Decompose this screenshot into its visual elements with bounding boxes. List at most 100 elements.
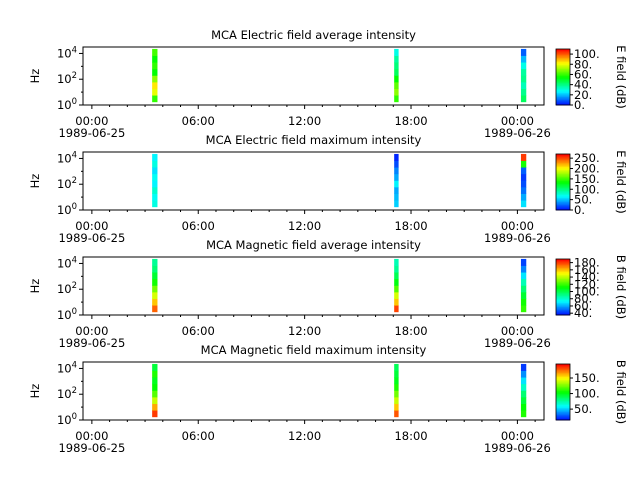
burst-3-cell	[520, 291, 527, 299]
colorbar-segment	[556, 155, 570, 158]
colorbar-segment	[556, 84, 570, 86]
panel-title: MCA Electric field average intensity	[211, 28, 416, 42]
burst-2-cell	[394, 258, 399, 266]
colorbar-segment	[556, 64, 570, 67]
colorbar-tick-label: 140.	[574, 270, 600, 284]
colorbar-segment	[556, 371, 570, 373]
colorbar-segment	[556, 176, 570, 179]
colorbar-segment	[556, 277, 570, 280]
colorbar-segment	[556, 259, 570, 261]
colorbar-label: E field (dB)	[614, 150, 628, 214]
colorbar-segment	[556, 260, 570, 263]
colorbar-segment	[556, 414, 570, 417]
colorbar-segment	[556, 86, 570, 89]
colorbar-segment	[556, 58, 570, 61]
colorbar-segment	[556, 78, 570, 81]
burst-3-cell	[520, 200, 527, 208]
burst-3-cell	[520, 285, 527, 293]
plot-frame	[82, 46, 545, 106]
colorbar-tick-label: 80.	[574, 292, 592, 306]
colorbar-segment	[556, 292, 570, 295]
colorbar-tick-label: 120.	[574, 277, 600, 291]
burst-2-cell	[394, 160, 399, 168]
colorbar-tick-label: 60.	[574, 67, 592, 81]
burst-2-cell	[394, 370, 399, 378]
burst-3-cell	[520, 167, 527, 175]
colorbar-segment	[556, 184, 570, 187]
colorbar-segment	[556, 158, 570, 161]
colorbar-segment	[556, 305, 570, 308]
colorbar-tick-label: 50.	[574, 193, 592, 207]
panel-3: MCA Magnetic field average intensity 100 1…	[28, 238, 628, 350]
colorbar-segment	[556, 289, 570, 292]
colorbar-segment	[556, 285, 570, 288]
burst-3-cell	[520, 377, 527, 385]
colorbar-segment	[556, 302, 570, 305]
x-end-date: 1989-06-26	[484, 441, 551, 455]
burst-1-cell	[152, 200, 158, 208]
burst-1-cell	[152, 48, 158, 56]
x-tick-label: 18:00	[394, 114, 427, 128]
colorbar-tick-label: 150.	[574, 172, 600, 186]
colorbar-segment	[556, 415, 570, 418]
burst-3-cell	[520, 173, 527, 181]
colorbar-segment	[556, 175, 570, 177]
colorbar-segment	[556, 71, 570, 74]
colorbar-tick-label: 40.	[574, 78, 592, 92]
colorbar-segment	[556, 189, 570, 191]
colorbar-segment	[556, 103, 570, 106]
colorbar-segment	[556, 380, 570, 383]
panel-title: MCA Electric field maximum intensity	[206, 133, 422, 147]
colorbar-segment	[556, 196, 570, 198]
colorbar-segment	[556, 368, 570, 371]
colorbar-segment	[556, 275, 570, 278]
burst-1-cell	[152, 285, 158, 293]
burst-1-cell	[152, 173, 158, 181]
burst-2-cell	[394, 55, 399, 63]
colorbar-segment	[556, 72, 570, 75]
colorbar-segment	[556, 67, 570, 70]
burst-1-cell	[152, 363, 158, 371]
colorbar-segment	[556, 373, 570, 376]
colorbar-segment	[556, 394, 570, 397]
colorbar-segment	[556, 369, 570, 372]
burst-3-cell	[520, 278, 527, 286]
plot-frame	[82, 151, 545, 211]
colorbar-segment	[556, 50, 570, 53]
colorbar-segment	[556, 392, 570, 394]
colorbar-segment	[556, 169, 570, 172]
colorbar-segment	[556, 193, 570, 196]
burst-1-cell	[152, 167, 158, 175]
colorbar-frame	[555, 363, 571, 421]
colorbar-segment	[556, 278, 570, 281]
burst-2-cell	[394, 410, 399, 418]
colorbar-tick-label: 180.	[574, 256, 600, 270]
burst-2-cell	[394, 62, 399, 70]
burst-2-cell	[394, 377, 399, 385]
burst-3-cell	[520, 258, 527, 266]
colorbar-segment	[556, 187, 570, 190]
burst-2-cell	[394, 265, 399, 273]
burst-1-cell	[152, 278, 158, 286]
colorbar-tick-label: 150.	[574, 371, 600, 385]
x-tick-label: 00:00	[501, 219, 534, 233]
colorbar-segment	[556, 310, 570, 313]
burst-2-cell	[394, 390, 399, 398]
colorbar-segment	[556, 301, 570, 303]
y-axis-label: Hz	[28, 69, 42, 84]
plot-frame	[82, 256, 545, 316]
x-tick-label: 00:00	[75, 219, 108, 233]
burst-2-cell	[394, 272, 399, 280]
burst-1-cell	[152, 193, 158, 201]
burst-1-cell	[152, 258, 158, 266]
y-tick-label: 100	[57, 307, 77, 322]
colorbar-segment	[556, 179, 570, 182]
burst-1-cell	[152, 265, 158, 273]
x-tick-label: 00:00	[75, 114, 108, 128]
burst-2-cell	[394, 48, 399, 56]
colorbar-segment	[556, 375, 570, 378]
burst-3-cell	[520, 396, 527, 404]
colorbar-segment	[556, 53, 570, 56]
burst-1-cell	[152, 88, 158, 96]
colorbar-segment	[556, 273, 570, 275]
